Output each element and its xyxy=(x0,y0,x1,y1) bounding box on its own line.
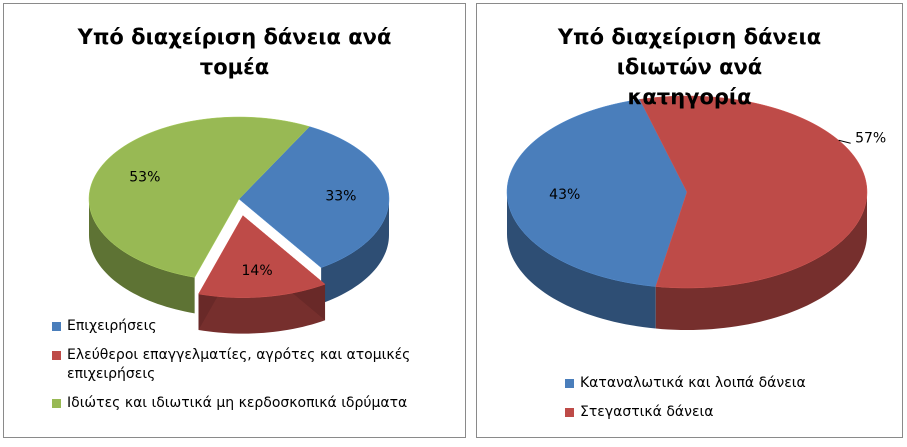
slice-side xyxy=(89,199,195,314)
data-label: 43% xyxy=(549,187,580,203)
slice xyxy=(238,126,390,268)
legend-label: Στεγαστικά δάνεια xyxy=(580,404,714,420)
slice xyxy=(639,95,868,289)
data-label: 33% xyxy=(325,188,356,204)
chart-title: Υπό διαχείριση δάνεια ανά τομέα xyxy=(77,25,392,79)
legend-label: Ελεύθεροι επαγγελματίες, αγρότες και ατο… xyxy=(67,347,411,382)
slice-side xyxy=(198,284,326,334)
legend-item: Στεγαστικά δάνεια xyxy=(565,403,885,422)
chart-title: Υπό διαχείριση δάνεια ιδιωτών ανά κατηγο… xyxy=(557,25,822,109)
legend-swatch xyxy=(565,408,574,417)
data-label: 53% xyxy=(129,170,160,186)
legend-swatch xyxy=(52,399,61,408)
pie-area: 33% 14% 53% xyxy=(88,116,390,334)
chart-panel: 43% 57% Υπό διαχείριση δάνεια ιδιωτών ανά… xyxy=(476,3,903,438)
legend-label: Επιχειρήσεις xyxy=(67,318,157,334)
legend-item: Επιχειρήσεις xyxy=(52,317,452,336)
slice xyxy=(506,99,688,287)
leader-line xyxy=(838,139,851,144)
data-label: 14% xyxy=(242,263,273,279)
slice xyxy=(198,215,326,298)
slice-side xyxy=(321,199,389,304)
legend: Καταναλωτικά και λοιπά δάνεια Στεγαστικά … xyxy=(565,374,885,432)
legend-item: Ελεύθεροι επαγγελματίες, αγρότες και ατο… xyxy=(52,346,452,384)
legend-label: Ιδιώτες και ιδιωτικά μη κερδοσκοπικά ιδρ… xyxy=(67,395,408,411)
legend-swatch xyxy=(52,322,61,331)
legend-label: Καταναλωτικά και λοιπά δάνεια xyxy=(580,375,806,391)
slice-side xyxy=(655,192,867,330)
legend: Επιχειρήσεις Ελεύθεροι επαγγελματίες, αγρ… xyxy=(52,317,452,423)
legend-swatch xyxy=(52,351,61,360)
legend-item: Ιδιώτες και ιδιωτικά μη κερδοσκοπικά ιδρ… xyxy=(52,394,452,413)
slice xyxy=(88,116,310,278)
legend-item: Καταναλωτικά και λοιπά δάνεια xyxy=(565,374,885,393)
slice-side xyxy=(507,192,656,329)
pie-area: 43% 57% xyxy=(506,95,886,330)
data-label: 57% xyxy=(855,130,886,146)
chart-panel: 33% 14% 53% Υπό διαχείριση δάνεια ανά τομέ… xyxy=(3,3,466,438)
legend-swatch xyxy=(565,379,574,388)
